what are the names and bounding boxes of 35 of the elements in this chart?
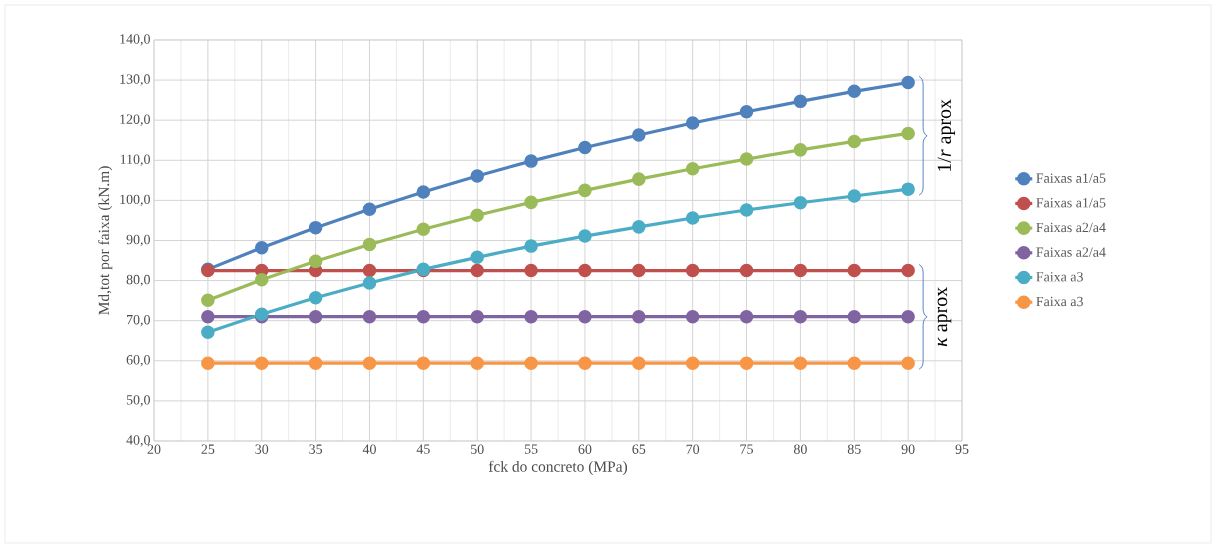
legend-label: Faixas a1/a5 — [1036, 173, 1106, 183]
y-tick-label: 110,0 — [120, 154, 150, 166]
x-tick-label: 95 — [955, 444, 969, 454]
y-tick-label: 80,0 — [126, 274, 150, 287]
x-tick-label: 50 — [471, 444, 484, 454]
x-tick-label: 30 — [255, 444, 269, 454]
annotation: 1/r aprox — [937, 99, 956, 171]
x-tick-label: 85 — [847, 444, 861, 454]
legend-label: Faixas a2/a4 — [1036, 247, 1106, 257]
x-tick-label: 35 — [309, 444, 323, 454]
x-tick-label: 25 — [201, 444, 215, 454]
y-tick-label: 70,0 — [127, 314, 150, 327]
y-tick-label: 120,0 — [120, 114, 150, 126]
legend-label: Faixa a3 — [1036, 272, 1083, 282]
y-tick-label: 100,0 — [120, 194, 150, 207]
x-tick-label: 65 — [632, 444, 646, 454]
annotation: κ aprox — [937, 287, 952, 347]
legend-label: Faixa a3 — [1036, 296, 1083, 307]
x-tick-label: 40 — [362, 444, 376, 454]
legend-label: Faixas a1/a5 — [1036, 198, 1106, 208]
x-tick-label: 70 — [686, 444, 700, 454]
x-axis-title: fck do concreto (MPa) — [488, 460, 628, 475]
y-axis-title: Md,tot por faixa (kN.m) — [98, 166, 113, 315]
y-tick-label: 140,0 — [120, 34, 150, 46]
legend-label: Faixas a2/a4 — [1036, 222, 1106, 233]
x-tick-label: 75 — [740, 444, 753, 454]
y-tick-label: 130,0 — [120, 74, 150, 86]
x-tick-label: 45 — [416, 444, 430, 454]
x-tick-label: 60 — [578, 444, 592, 454]
x-tick-label: 80 — [793, 444, 807, 454]
y-tick-label: 60,0 — [126, 355, 150, 367]
x-tick-label: 55 — [524, 444, 538, 454]
x-tick-label: 90 — [901, 444, 915, 454]
y-tick-label: 50,0 — [126, 395, 150, 407]
y-tick-label: 90,0 — [126, 234, 150, 247]
